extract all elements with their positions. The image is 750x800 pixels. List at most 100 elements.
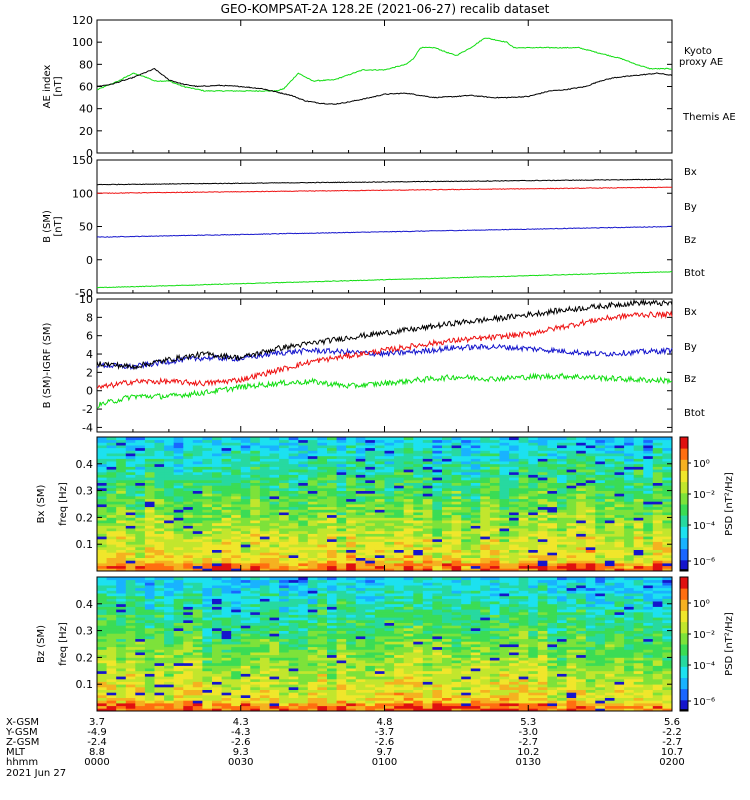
spectrogram-cell — [221, 638, 232, 642]
spectrogram-cell — [231, 665, 242, 669]
spectrogram-cell — [240, 442, 251, 446]
spectrogram-cell — [288, 681, 299, 685]
spectrogram-cell — [346, 681, 357, 685]
spectrogram-cell — [442, 496, 452, 500]
spectrogram-cell — [192, 538, 203, 542]
spectrogram-cell — [633, 568, 644, 572]
spectrogram-cell — [144, 590, 155, 594]
spectrogram-cell — [269, 463, 280, 467]
spectrogram-cell — [221, 660, 232, 664]
spectrogram-cell — [212, 563, 222, 567]
spectrogram-cell — [240, 636, 251, 640]
spectrogram-cell — [633, 538, 644, 542]
spectrogram-cell — [221, 665, 232, 669]
spectrogram-cell — [164, 692, 175, 696]
spectrogram-cell — [250, 453, 261, 457]
spectrogram-cell — [97, 579, 107, 583]
spectrogram-cell — [173, 609, 184, 613]
spectrogram-cell — [164, 498, 175, 502]
spectrogram-cell — [327, 638, 337, 642]
spectrogram-cell — [384, 689, 395, 693]
spectrogram-cell — [298, 708, 309, 712]
spectrogram-cell — [106, 450, 117, 454]
spectrogram-cell — [346, 487, 357, 491]
spectrogram-cell — [537, 512, 548, 516]
spectrogram-cell — [374, 662, 385, 666]
spectrogram-cell — [327, 622, 337, 626]
spectrogram-cell — [633, 485, 644, 489]
spectrogram-cell — [288, 538, 299, 542]
spectrogram-cell — [212, 439, 222, 443]
spectrogram-cell — [183, 601, 194, 605]
spectrogram-cell — [432, 490, 443, 494]
spectrogram-cell — [259, 593, 270, 597]
spectrogram-cell — [336, 509, 347, 513]
spectrogram-cell — [624, 557, 635, 561]
spectrogram-cell — [221, 662, 232, 666]
spectrogram-cell — [327, 606, 337, 610]
spectrogram-cell — [633, 506, 644, 510]
spectrogram-cell — [624, 522, 635, 526]
spectrogram-cell — [97, 686, 107, 690]
spectrogram-cell — [279, 622, 290, 626]
spectrogram-cell — [489, 552, 500, 556]
spectrogram-cell — [327, 700, 337, 704]
spectrogram-cell — [135, 533, 146, 537]
spectrogram-cell — [97, 694, 107, 698]
spectrogram-cell — [173, 676, 184, 680]
spectrogram-cell — [231, 590, 242, 594]
spectrogram-cell — [374, 681, 385, 685]
spectrogram-cell — [164, 479, 175, 483]
spectrogram-cell — [327, 461, 337, 465]
spectrogram-cell — [125, 697, 136, 701]
spectrogram-cell — [643, 530, 654, 534]
spectrogram-cell — [269, 485, 280, 489]
spectrogram-cell — [183, 565, 194, 569]
spectrogram-cell — [259, 686, 270, 690]
spectrogram-cell — [509, 466, 520, 470]
spectrogram-cell — [250, 504, 261, 508]
colorbar-segment — [680, 445, 688, 449]
spectrogram-cell — [173, 445, 184, 449]
spectrogram-cell — [202, 625, 213, 629]
spectrogram-cell — [259, 622, 270, 626]
spectrogram-cell — [97, 560, 107, 564]
spectrogram-cell — [557, 490, 567, 494]
spectrogram-cell — [643, 509, 654, 513]
spectrogram-cell — [125, 445, 136, 449]
spectrogram-cell — [470, 501, 481, 505]
spectrogram-cell — [365, 528, 376, 532]
spectrogram-cell — [125, 506, 136, 510]
spectrogram-cell — [116, 498, 127, 502]
spectrogram-cell — [537, 437, 548, 441]
spectrogram-cell — [135, 552, 146, 556]
spectrogram-cell — [135, 705, 146, 709]
spectrogram-cell — [413, 609, 424, 613]
specbx-colorbar-label: PSD [nT²/Hz] — [724, 472, 735, 536]
spectrogram-cell — [518, 498, 529, 502]
spectrogram-cell — [346, 463, 357, 467]
spectrogram-cell — [566, 538, 577, 542]
spectrogram-cell — [154, 703, 165, 707]
spectrogram-cell — [327, 617, 337, 621]
spectrogram-cell — [604, 479, 615, 483]
spectrogram-cell — [250, 487, 261, 491]
spectrogram-cell — [374, 504, 385, 508]
spectrogram-cell — [346, 552, 357, 556]
spectrogram-cell — [422, 595, 433, 599]
spectrogram-cell — [135, 670, 146, 674]
spectrogram-cell — [192, 668, 203, 672]
spectrogram-cell — [317, 606, 328, 610]
spectrogram-cell — [585, 552, 596, 556]
spectrogram-cell — [365, 697, 376, 701]
spectrogram-cell — [394, 668, 405, 672]
spectrogram-cell — [116, 536, 127, 540]
spectrogram-cell — [154, 684, 165, 688]
spectrogram-cell — [662, 565, 673, 569]
spectrogram-cell — [173, 638, 184, 642]
spectrogram-cell — [547, 554, 558, 558]
spectrogram-cell — [250, 466, 261, 470]
spectrogram-cell — [192, 611, 203, 615]
spectrogram-cell — [317, 453, 328, 457]
spectrogram-cell — [566, 501, 577, 505]
